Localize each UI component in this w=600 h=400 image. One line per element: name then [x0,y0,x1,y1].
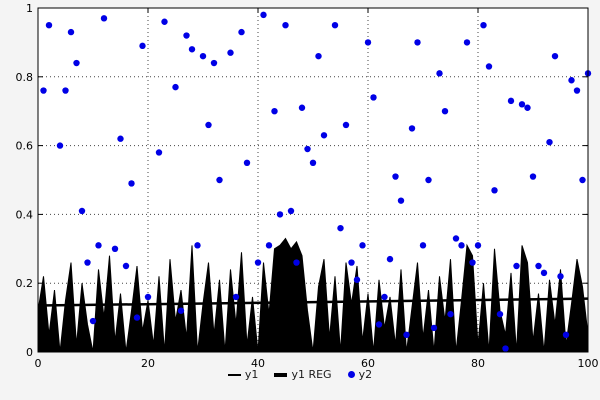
svg-text:0.2: 0.2 [16,277,34,290]
legend-label-y1-reg: y1 REG [291,368,332,381]
svg-text:60: 60 [361,357,375,370]
svg-text:40: 40 [251,357,265,370]
y2-dot-swatch-icon [347,371,355,378]
legend-item-y1: y1 [227,368,259,381]
svg-text:80: 80 [471,357,485,370]
svg-text:0.8: 0.8 [16,71,34,84]
legend-item-y2: y2 [347,368,373,381]
legend-label-y1: y1 [244,368,259,381]
legend-item-y1-reg: y1 REG [274,368,332,381]
svg-text:0: 0 [26,346,33,359]
svg-text:100: 100 [578,357,599,370]
svg-text:20: 20 [141,357,155,370]
svg-text:1: 1 [26,2,33,15]
svg-text:0: 0 [35,357,42,370]
legend-label-y2: y2 [358,368,373,381]
svg-text:0.4: 0.4 [16,208,34,221]
svg-text:0.6: 0.6 [16,140,34,153]
chart-legend: y1 y1 REG y2 [0,368,600,381]
y1-line-swatch-icon [227,373,241,376]
y1-reg-line-swatch-icon [274,372,288,377]
